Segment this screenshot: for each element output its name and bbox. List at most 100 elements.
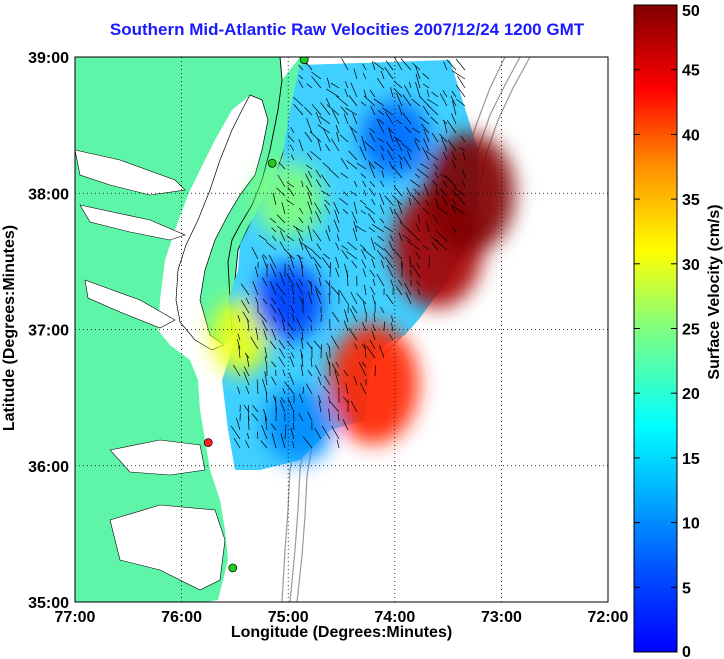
velocity-arrow [290,127,295,134]
hf-radar-station-1 [267,158,277,168]
velocity-arrow [336,131,340,143]
velocity-arrow [296,282,304,296]
velocity-arrow [307,170,313,179]
velocity-arrow [413,188,421,197]
velocity-arrow [391,322,394,332]
velocity-arrow [250,336,259,350]
velocity-arrow [392,248,403,260]
velocity-vectors [230,57,466,449]
velocity-arrow [237,339,241,350]
velocity-arrow [288,372,295,386]
velocity-arrow [298,237,304,251]
velocity-arrow [268,254,277,269]
velocity-arrow [240,283,250,296]
velocity-arrow [289,253,295,269]
velocity-arrow [372,324,376,332]
velocity-arrow [272,316,277,323]
velocity-arrow [422,147,430,161]
velocity-arrow [287,186,295,197]
velocity-arrow [432,180,439,188]
velocity-arrow [284,381,295,395]
grid [75,57,608,602]
velocity-arrow [350,400,358,413]
velocity-arrow [247,405,250,422]
x-tick-label: 74:00 [374,609,415,626]
albemarle-sound [109,439,206,476]
velocity-arrow [350,291,358,305]
velocity-arrow [278,161,286,170]
velocity-arrow [358,362,367,377]
colorbar-tick-label: 30 [682,257,700,274]
velocity-arrow [262,298,268,305]
velocity-arrow [290,305,295,314]
velocity-arrow [306,152,313,161]
velocity-arrow [271,361,277,368]
x-tick-label: 73:00 [481,609,522,626]
velocity-arrow [314,428,322,440]
velocity-arrow [321,425,331,440]
velocity-arrow [382,107,394,116]
velocity-arrow [304,131,313,143]
velocity-arrow [325,280,331,287]
velocity-arrow [342,419,349,431]
velocity-arrow [376,273,385,287]
velocity-arrow [336,95,349,107]
velocity-arrow [393,57,403,71]
velocity-arrow [336,439,340,449]
velocity-arrow [252,404,259,413]
velocity-arrow [335,242,340,251]
velocity-arrow [310,325,313,332]
velocity-arrow [269,281,277,296]
velocity-arrow [436,205,448,215]
velocity-arrow [237,333,241,341]
james-river [84,279,176,329]
velocity-arrow [233,438,241,449]
velocity-arrow [353,375,358,386]
velocity-arrow [335,361,340,368]
velocity-arrow [261,425,268,440]
velocity-arrow [323,375,331,386]
velocity-arrow [356,292,367,305]
velocity-arrow [285,199,295,206]
velocity-arrow [415,251,421,260]
velocity-arrow [241,300,250,314]
velocity-arrow [276,225,286,233]
velocity-arrow [305,173,313,188]
velocity-arrow [245,297,250,305]
velocity-arrow [261,277,268,287]
velocity-hotspot-1 [424,133,515,254]
velocity-arrow [317,138,322,152]
velocity-arrow [251,246,259,260]
velocity-arrow [361,135,367,152]
velocity-arrow [343,191,349,197]
velocity-arrow [371,198,376,206]
velocity-arrow [324,204,331,215]
velocity-arrow [326,104,340,116]
velocity-arrow [414,138,421,143]
velocity-arrow [363,190,367,197]
velocity-arrow [287,264,295,278]
velocity-arrow [291,284,295,296]
velocity-arrow [260,440,268,449]
velocity-arrow [372,294,376,305]
velocity-arrow [315,111,322,125]
velocity-arrow [368,163,376,179]
velocity-arrow [443,152,448,161]
velocity-arrow [345,383,349,395]
velocity-arrow [417,289,421,296]
velocity-arrow [402,234,412,242]
velocity-arrow [276,214,286,224]
velocity-arrow [246,354,250,368]
velocity-arrow [300,337,304,350]
velocity-arrow [431,91,439,98]
velocity-arrow [271,227,277,233]
velocity-arrow [370,237,376,251]
velocity-arrow [279,272,286,287]
velocity-arrow [314,202,322,215]
x-axis-label: Longitude (Degrees:Minutes) [230,624,453,641]
velocity-arrow [369,339,376,350]
velocity-arrow [258,312,268,323]
velocity-arrow [415,81,421,98]
velocity-arrow [287,398,295,413]
